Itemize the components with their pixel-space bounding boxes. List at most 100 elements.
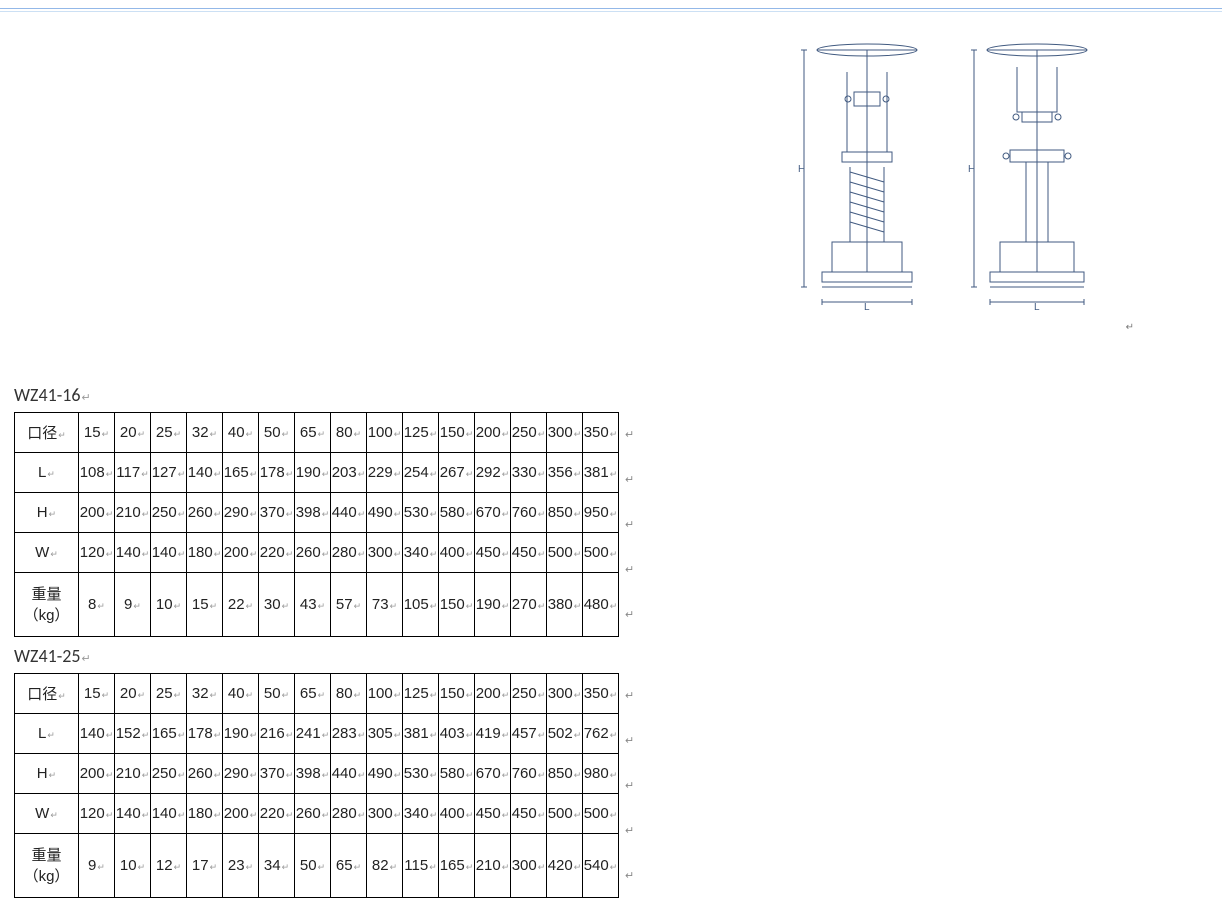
valve-diagrams: H L <box>782 12 1122 322</box>
table-cell: 65↵ <box>295 674 331 714</box>
diagram-area: H L <box>0 12 1222 322</box>
table-cell: 530↵ <box>403 493 439 533</box>
table-cell: 12↵ <box>151 834 187 898</box>
table-cell: 210↵ <box>115 754 151 794</box>
table-cell: 300↵ <box>367 794 403 834</box>
table-cell: 381↵ <box>583 453 619 493</box>
table-cell: 180↵ <box>187 794 223 834</box>
table-cell: 100↵ <box>367 413 403 453</box>
dim-h-label: H <box>798 164 805 175</box>
table-cell: 950↵ <box>583 493 619 533</box>
table-cell: 178↵ <box>259 453 295 493</box>
table-cell: 25↵ <box>151 413 187 453</box>
table-cell: 65↵ <box>331 834 367 898</box>
table-cell: 260↵ <box>295 794 331 834</box>
table-cell: 440↵ <box>331 493 367 533</box>
table-cell: 80↵ <box>331 674 367 714</box>
table-cell: 280↵ <box>331 533 367 573</box>
table-cell: 165↵ <box>223 453 259 493</box>
table-cell: 150↵ <box>439 573 475 637</box>
table-cell: 125↵ <box>403 413 439 453</box>
table-title-text: WZ41-25 <box>14 645 80 667</box>
row-label: W↵ <box>15 794 79 834</box>
table-cell: 165↵ <box>151 714 187 754</box>
table-cell: 450↵ <box>511 533 547 573</box>
return-mark: ↵ <box>625 563 634 576</box>
table-cell: 200↵ <box>223 794 259 834</box>
table-cell: 50↵ <box>295 834 331 898</box>
table-cell: 140↵ <box>115 533 151 573</box>
table-cell: 403↵ <box>439 714 475 754</box>
table-cell: 8↵ <box>79 573 115 637</box>
table-cell: 200↵ <box>79 754 115 794</box>
table-cell: 850↵ <box>547 754 583 794</box>
table-cell: 300↵ <box>511 834 547 898</box>
table-cell: 105↵ <box>403 573 439 637</box>
table-cell: 540↵ <box>583 834 619 898</box>
table-cell: 150↵ <box>439 674 475 714</box>
table-cell: 200↵ <box>475 413 511 453</box>
return-mark: ↵ <box>625 473 634 486</box>
table-cell: 340↵ <box>403 794 439 834</box>
table-cell: 127↵ <box>151 453 187 493</box>
table-cell: 440↵ <box>331 754 367 794</box>
table-cell: 254↵ <box>403 453 439 493</box>
table-cell: 250↵ <box>151 493 187 533</box>
table-cell: 500↵ <box>583 533 619 573</box>
table-cell: 108↵ <box>79 453 115 493</box>
table-cell: 200↵ <box>79 493 115 533</box>
table-cell: 100↵ <box>367 674 403 714</box>
table-cell: 250↵ <box>511 674 547 714</box>
return-mark: ↵ <box>81 652 90 665</box>
table-cell: 260↵ <box>187 493 223 533</box>
row-label: 口径↵ <box>15 674 79 714</box>
table-title-text: WZ41-16 <box>14 384 80 406</box>
table-cell: 760↵ <box>511 754 547 794</box>
table-cell: 73↵ <box>367 573 403 637</box>
table-cell: 490↵ <box>367 493 403 533</box>
table-cell: 140↵ <box>151 533 187 573</box>
table-cell: 380↵ <box>547 573 583 637</box>
table-cell: 370↵ <box>259 493 295 533</box>
table-cell: 580↵ <box>439 493 475 533</box>
table-cell: 40↵ <box>223 674 259 714</box>
table-cell: 30↵ <box>259 573 295 637</box>
table-cell: 400↵ <box>439 794 475 834</box>
table-cell: 350↵ <box>583 413 619 453</box>
table-cell: 190↵ <box>475 573 511 637</box>
table-cell: 65↵ <box>295 413 331 453</box>
table-cell: 340↵ <box>403 533 439 573</box>
table-cell: 398↵ <box>295 754 331 794</box>
table-cell: 400↵ <box>439 533 475 573</box>
table-cell: 50↵ <box>259 413 295 453</box>
table-cell: 450↵ <box>475 533 511 573</box>
row-label: 重量（kg） <box>15 573 79 637</box>
table-cell: 40↵ <box>223 413 259 453</box>
table-cell: 500↵ <box>547 533 583 573</box>
table-cell: 203↵ <box>331 453 367 493</box>
table-cell: 180↵ <box>187 533 223 573</box>
table-cell: 15↵ <box>79 413 115 453</box>
row-label: L↵ <box>15 453 79 493</box>
table-cell: 120↵ <box>79 794 115 834</box>
table-cell: 500↵ <box>547 794 583 834</box>
table-cell: 450↵ <box>511 794 547 834</box>
table-cell: 20↵ <box>115 674 151 714</box>
table-cell: 300↵ <box>547 674 583 714</box>
table-cell: 270↵ <box>511 573 547 637</box>
table-cell: 419↵ <box>475 714 511 754</box>
table-cell: 210↵ <box>115 493 151 533</box>
table-cell: 241↵ <box>295 714 331 754</box>
table-cell: 34↵ <box>259 834 295 898</box>
table-cell: 260↵ <box>295 533 331 573</box>
table-cell: 502↵ <box>547 714 583 754</box>
row-label: 口径↵ <box>15 413 79 453</box>
table-cell: 140↵ <box>187 453 223 493</box>
table-cell: 15↵ <box>187 573 223 637</box>
table-cell: 356↵ <box>547 453 583 493</box>
table-cell: 216↵ <box>259 714 295 754</box>
table-cell: 381↵ <box>403 714 439 754</box>
return-mark: ↵ <box>625 734 634 747</box>
table-cell: 420↵ <box>547 834 583 898</box>
table-cell: 267↵ <box>439 453 475 493</box>
